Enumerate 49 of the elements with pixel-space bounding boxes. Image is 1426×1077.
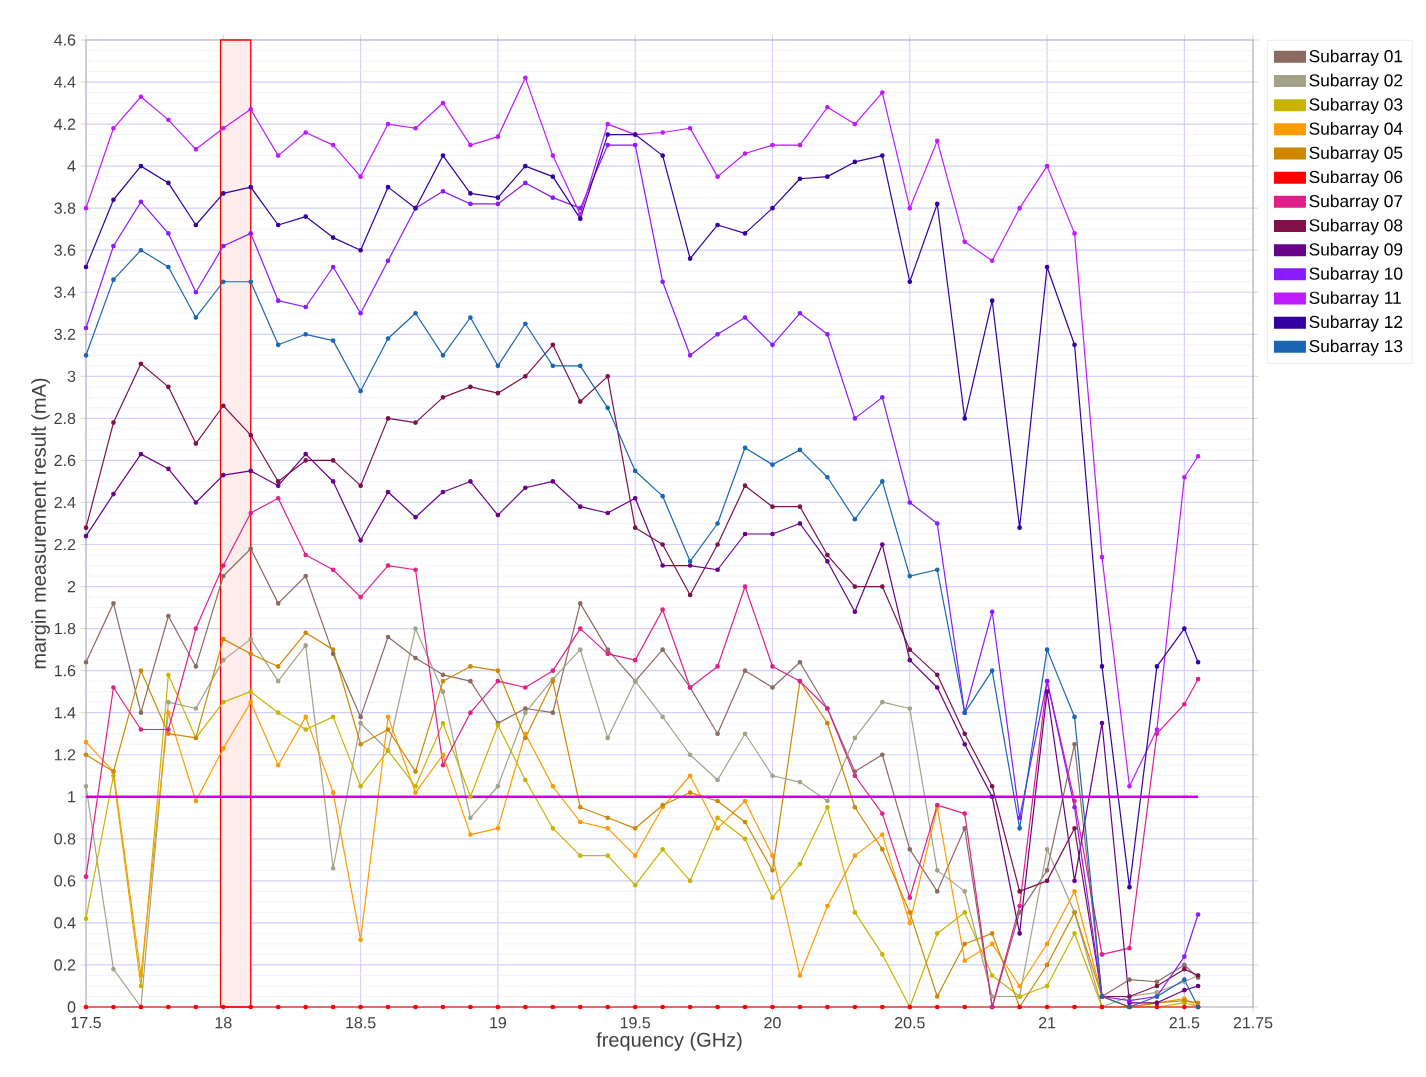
x-axis-title: frequency (GHz)	[596, 1032, 742, 1051]
legend-label: Subarray 12	[1309, 315, 1403, 332]
y-tick-label: 3.2	[54, 328, 76, 340]
y-tick-label: 2.4	[54, 496, 76, 509]
y-tick-label: 0.2	[54, 959, 76, 971]
x-tick-label: 19.5	[620, 1017, 651, 1029]
legend-label: Subarray 08	[1309, 218, 1403, 235]
y-tick-label: 2.2	[54, 538, 76, 551]
y-tick-label: 3	[67, 370, 76, 382]
y-tick-label: 0	[67, 1001, 76, 1013]
legend-label: Subarray 04	[1309, 122, 1403, 139]
y-tick-label: 1.8	[54, 622, 76, 635]
x-tick-label: 21	[1038, 1017, 1056, 1029]
x-tick-label: 19	[490, 1017, 507, 1029]
legend-label: Subarray 02	[1309, 73, 1403, 90]
x-tick-label: 21.75	[1233, 1017, 1273, 1029]
legend-label: Subarray 10	[1309, 267, 1403, 284]
x-tick-label: 18	[215, 1017, 232, 1029]
x-tick-label: 21.5	[1169, 1017, 1200, 1029]
legend-label: Subarray 03	[1309, 97, 1403, 115]
y-tick-label: 1.2	[54, 749, 76, 761]
x-tick-label: 18.5	[346, 1017, 376, 1029]
legend-label: Subarray 05	[1309, 146, 1403, 163]
x-tick-label: 20.5	[895, 1017, 925, 1029]
y-tick-label: 4.4	[54, 76, 76, 88]
y-tick-label: 3.8	[54, 202, 76, 214]
y-tick-label: 4.6	[54, 34, 76, 46]
y-tick-label: 4	[67, 160, 76, 172]
legend-label: Subarray 09	[1309, 242, 1403, 260]
y-tick-label: 1	[68, 791, 76, 803]
legend-label: Subarray 07	[1309, 194, 1403, 211]
y-tick-label: 1.6	[54, 664, 76, 677]
legend-label: Subarray 01	[1309, 49, 1403, 66]
y-tick-label: 2	[67, 580, 76, 593]
legend-label: Subarray 11	[1309, 291, 1401, 308]
y-tick-label: 2.8	[54, 412, 76, 425]
legend-label: Subarray 13	[1309, 339, 1403, 356]
y-tick-label: 2.6	[54, 454, 76, 467]
y-axis-title: margin measurement result (mA)	[31, 378, 50, 669]
y-tick-label: 3.6	[54, 244, 76, 256]
y-tick-label: 3.4	[54, 286, 76, 298]
x-tick-label: 17.5	[71, 1017, 101, 1029]
x-tick-label: 20	[764, 1017, 781, 1029]
y-tick-label: 1.4	[54, 707, 76, 719]
y-tick-label: 0.6	[54, 875, 76, 887]
legend-label: Subarray 06	[1309, 170, 1403, 187]
y-tick-label: 4.2	[54, 118, 76, 130]
y-tick-label: 0.4	[54, 917, 76, 929]
y-tick-label: 0.8	[54, 833, 76, 845]
